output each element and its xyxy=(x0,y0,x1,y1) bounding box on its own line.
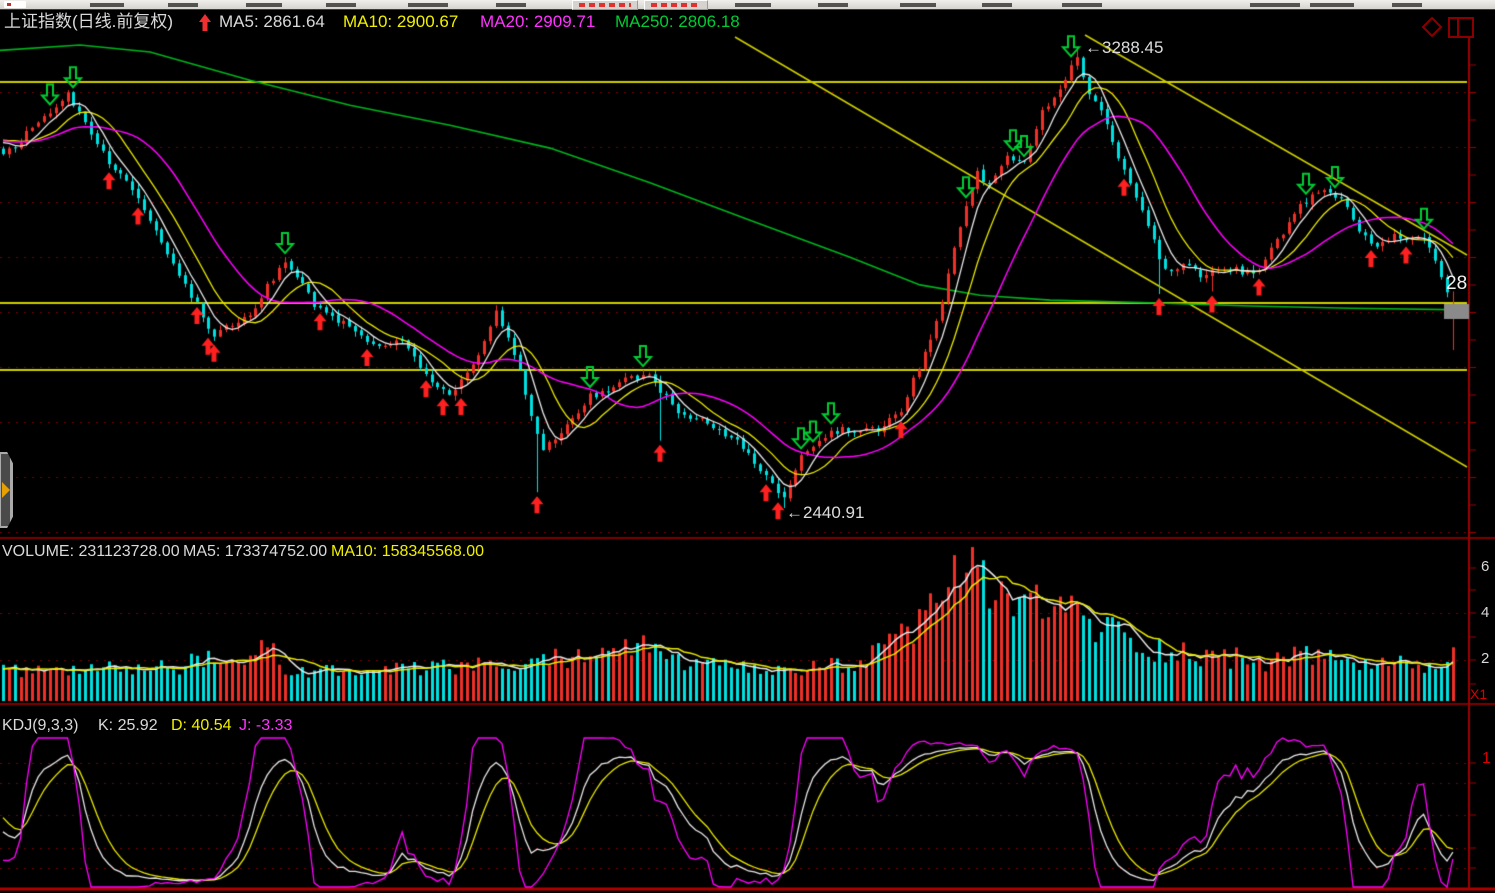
menu-item-cropped[interactable] xyxy=(326,3,356,7)
main-ma10-value: MA10: 2900.67 xyxy=(343,12,459,31)
menu-red-button[interactable] xyxy=(644,0,708,10)
menu-item-cropped[interactable] xyxy=(246,3,282,7)
sidebar-expand-handle[interactable] xyxy=(0,452,13,528)
expand-arrow-icon xyxy=(2,482,10,498)
up-arrow-icon xyxy=(199,14,211,31)
app-logo-icon xyxy=(4,1,26,8)
menu-item-cropped[interactable] xyxy=(1392,3,1422,7)
menu-item-cropped[interactable] xyxy=(1310,3,1354,7)
menu-item-cropped[interactable] xyxy=(1062,3,1102,7)
high-price-annotation: ←3288.45 xyxy=(1085,38,1164,57)
menu-item-cropped[interactable] xyxy=(735,3,771,7)
menu-item-cropped[interactable] xyxy=(1250,3,1300,7)
volume-axis-tick: 4 xyxy=(1481,604,1490,621)
last-price-label: 28 xyxy=(1446,273,1468,294)
menu-item-cropped[interactable] xyxy=(408,3,448,7)
main-title: 上证指数(日线.前复权) xyxy=(4,12,174,31)
kdj-d-value: D: 40.54 xyxy=(171,717,232,734)
menu-bar xyxy=(0,0,1495,10)
volume-value: VOLUME: 231123728.00 xyxy=(2,543,180,560)
menu-red-button[interactable] xyxy=(572,0,638,10)
grid-layout-icon[interactable] xyxy=(1448,17,1474,38)
main-ma250-value: MA250: 2806.18 xyxy=(615,12,740,31)
menu-item-cropped[interactable] xyxy=(982,3,1012,7)
pane-corner-icons xyxy=(1421,16,1474,38)
menu-item-cropped[interactable] xyxy=(168,3,198,7)
kdj-axis-tick: 1 xyxy=(1482,750,1491,767)
volume-multiplier-label: X1 xyxy=(1470,686,1488,702)
diamond-icon[interactable] xyxy=(1421,16,1443,38)
menu-item-cropped[interactable] xyxy=(90,3,124,7)
volume-axis-tick: 2 xyxy=(1481,650,1490,667)
kdj-name: KDJ(9,3,3) xyxy=(2,717,79,734)
volume-ma5-value: MA5: 173374752.00 xyxy=(183,543,328,560)
low-price-annotation: ←2440.91 xyxy=(786,503,865,522)
main-ma20-value: MA20: 2909.71 xyxy=(480,12,596,31)
menu-item-cropped[interactable] xyxy=(818,3,848,7)
kdj-k-value: K: 25.92 xyxy=(98,717,158,734)
volume-ma10-value: MA10: 158345568.00 xyxy=(331,543,485,560)
menu-item-cropped[interactable] xyxy=(900,3,936,7)
kdj-j-value: J: -3.33 xyxy=(239,717,293,734)
volume-axis-tick: 6 xyxy=(1481,558,1490,575)
menu-item-cropped[interactable] xyxy=(496,3,526,7)
main-ma5-value: MA5: 2861.64 xyxy=(219,12,325,31)
